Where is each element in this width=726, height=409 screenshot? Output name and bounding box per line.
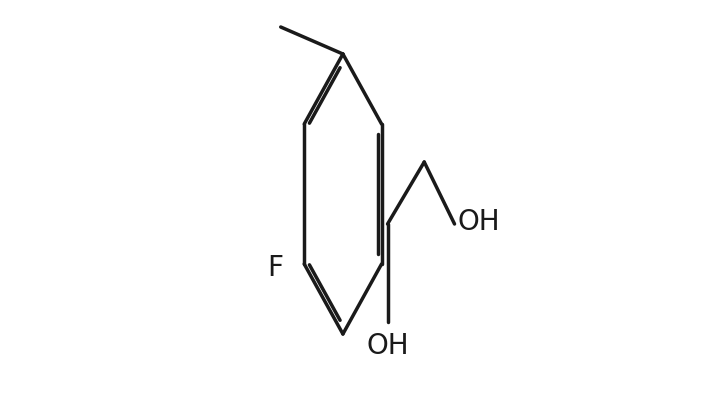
Text: OH: OH bbox=[366, 331, 409, 359]
Text: F: F bbox=[267, 254, 283, 281]
Text: OH: OH bbox=[457, 207, 499, 236]
